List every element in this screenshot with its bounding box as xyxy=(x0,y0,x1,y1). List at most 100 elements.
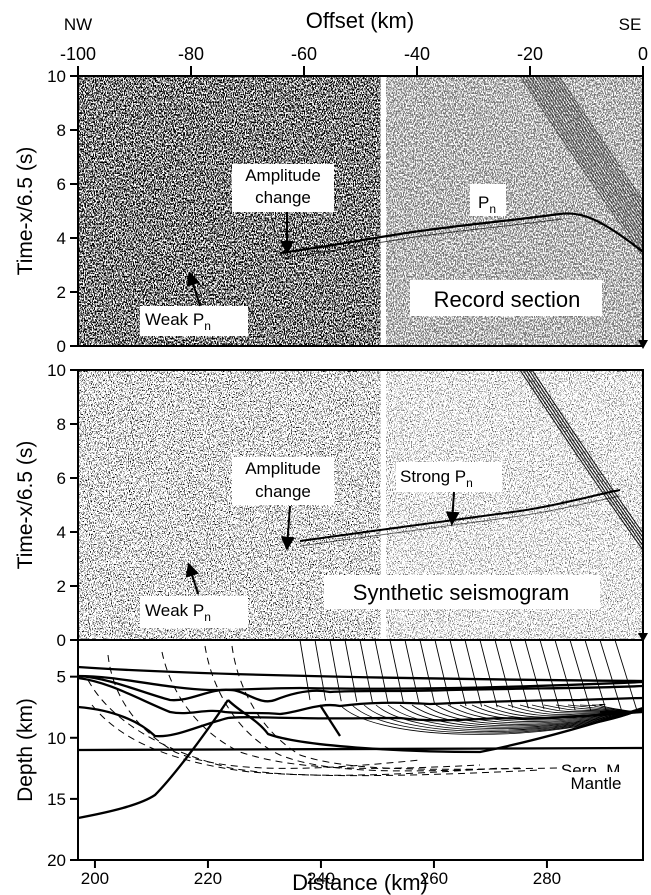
x-tick-label: 260 xyxy=(420,869,448,888)
record-end-marker xyxy=(638,340,648,349)
x-tick-label: 240 xyxy=(307,869,335,888)
y-tick-label: 10 xyxy=(47,361,66,380)
record-pn-label: Pn xyxy=(478,193,496,216)
record-weak-sub: n xyxy=(204,319,211,333)
synthetic-strong-bg xyxy=(396,462,502,492)
record-section-panel: Record section Amplitude change Pn Weak … xyxy=(14,67,648,356)
model-ylabel: Depth (km) xyxy=(14,698,37,802)
ray-pn xyxy=(567,704,637,713)
ray-upper xyxy=(419,640,436,705)
ray-upper xyxy=(404,640,420,705)
depth-tick-label: 10 xyxy=(47,729,66,748)
synthetic-end-marker xyxy=(638,633,648,642)
ray-pn xyxy=(579,704,637,713)
y-tick-label: 0 xyxy=(57,337,66,356)
depth-tick-label: 5 xyxy=(57,668,66,687)
synthetic-weak-bg xyxy=(140,596,248,628)
direct-arrival-wiggle xyxy=(519,76,643,257)
record-label-bg xyxy=(410,280,602,316)
direct-arrival-wiggle xyxy=(540,76,643,228)
ray-pn xyxy=(435,704,637,724)
record-pn-main: P xyxy=(478,193,489,212)
synthetic-strong-sub: n xyxy=(466,476,473,490)
synthetic-strong-arrow xyxy=(445,491,460,526)
model-frame xyxy=(77,639,644,861)
record-ylabel: Time-x/6.5 (s) xyxy=(14,147,37,276)
record-weak-label: Weak Pn xyxy=(145,310,211,333)
y-tick-label: 8 xyxy=(57,415,66,434)
record-pn-phase-echo xyxy=(281,218,563,259)
record-y-ticks: 0 2 4 6 8 10 xyxy=(47,67,78,356)
synthetic-amp-line2: change xyxy=(255,482,311,501)
depth-tick-label: 15 xyxy=(47,790,66,809)
direct-arrival-wiggle xyxy=(525,76,643,249)
top-axis-se-label: SE xyxy=(619,15,642,34)
synthetic-panel-label: Synthetic seismogram xyxy=(353,580,569,605)
y-tick-label: 8 xyxy=(57,121,66,140)
record-pn-bg xyxy=(470,184,506,216)
ray-upper xyxy=(374,640,389,704)
record-amp-line1: Amplitude xyxy=(245,166,321,185)
synthetic-amp-bg xyxy=(232,457,334,505)
synthetic-ylabel: Time-x/6.5 (s) xyxy=(14,441,37,570)
synthetic-direct-arrivals xyxy=(519,370,643,551)
ray-pn xyxy=(423,704,637,725)
top-tick-label: -80 xyxy=(178,44,204,64)
model-y-ticks: 5 10 15 20 xyxy=(47,668,78,870)
depth-tick-label: 20 xyxy=(47,851,66,870)
ray-pn xyxy=(555,704,637,713)
direct-arrival-wiggle xyxy=(552,76,643,211)
record-weak-arrow xyxy=(186,271,201,307)
ray-pn xyxy=(591,703,637,713)
top-tick-label: -20 xyxy=(517,44,543,64)
direct-arrival-wiggle xyxy=(558,76,643,202)
y-tick-label: 0 xyxy=(57,631,66,650)
record-pn-phase xyxy=(279,212,643,255)
ray-pn xyxy=(411,704,637,727)
synthetic-weak-label: Weak Pn xyxy=(145,601,211,624)
synthetic-strong-main: Strong P xyxy=(400,467,466,486)
ray-upper xyxy=(494,640,514,708)
direct-arrival-wiggle xyxy=(555,76,643,206)
direct-arrival-wiggle xyxy=(546,76,643,219)
direct-arrival-wiggle xyxy=(525,370,643,543)
ray-upper xyxy=(554,640,576,711)
record-amp-bg xyxy=(232,164,334,212)
record-weak-main: Weak P xyxy=(145,310,204,329)
synthetic-trace-gap xyxy=(381,370,386,640)
y-tick-label: 4 xyxy=(57,523,66,542)
synthetic-amp-line1: Amplitude xyxy=(245,459,321,478)
direct-arrival-wiggle xyxy=(531,370,643,535)
record-weak-bg xyxy=(140,306,248,336)
record-frame xyxy=(77,75,644,347)
synthetic-weak-arrow xyxy=(185,562,200,595)
direct-arrival-wiggle xyxy=(522,370,643,547)
top-axis-nw-label: NW xyxy=(64,15,92,34)
model-mantle-bg xyxy=(560,772,632,792)
model-panel: Serp. M. Mantle 200 220 240 260 280 5101520 … xyxy=(14,639,644,895)
top-axis-ticks: -100 -80 -60 -40 -20 0 xyxy=(60,44,648,76)
synthetic-weak-main: Weak P xyxy=(145,601,204,620)
synthetic-weak-sub: n xyxy=(204,610,211,624)
top-tick-label: -40 xyxy=(404,44,430,64)
y-tick-label: 6 xyxy=(57,175,66,194)
model-mantle-label: Mantle xyxy=(570,774,621,793)
y-tick-label: 6 xyxy=(57,469,66,488)
direct-arrival-wiggle xyxy=(519,370,643,551)
ray-upper xyxy=(389,640,405,704)
synthetic-y-ticks: 0 2 4 6 8 10 xyxy=(47,361,78,650)
top-axis-title: Offset (km) xyxy=(306,8,414,33)
record-amp-line2: change xyxy=(255,188,311,207)
direct-arrival-wiggle xyxy=(528,370,643,539)
synthetic-strong-label: Strong Pn xyxy=(400,467,473,490)
ray-upper xyxy=(464,640,483,707)
synthetic-panel: Synthetic seismogram Amplitude change St… xyxy=(14,361,648,650)
model-interfaces xyxy=(78,665,643,820)
ray-upper xyxy=(449,640,467,707)
x-tick-label: 280 xyxy=(533,869,561,888)
synthetic-amp-arrow xyxy=(280,505,295,551)
top-tick-label: 0 xyxy=(638,44,648,64)
record-direct-arrivals xyxy=(519,76,643,257)
y-tick-label: 2 xyxy=(57,283,66,302)
